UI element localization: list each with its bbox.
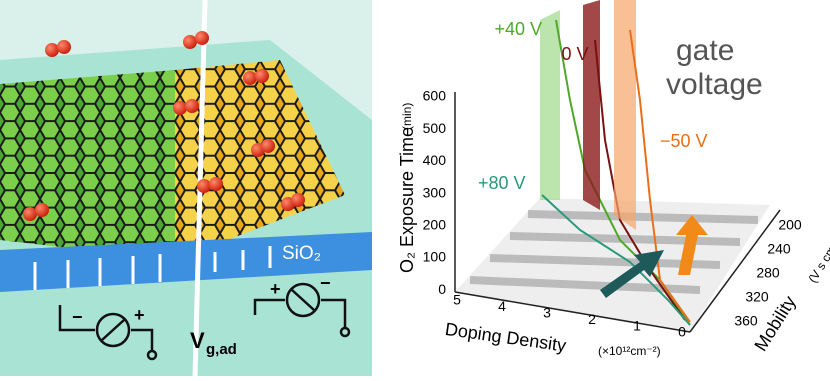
curve-area (540, 10, 560, 200)
arrow (676, 215, 708, 275)
minus-sign: − (320, 273, 331, 293)
curve (594, 39, 686, 321)
arrow (600, 250, 664, 298)
legend-title: voltage (666, 68, 763, 101)
y-tick-label: 500 (423, 120, 447, 136)
x-tick-label: 0 (678, 324, 686, 340)
z-tick-label: 320 (745, 289, 769, 305)
illustration: SiO₂ − + + − V g,ad (0, 0, 372, 377)
oxygen-molecules (23, 31, 305, 221)
z-tick-label: 360 (734, 313, 758, 329)
curve (541, 194, 691, 326)
y-tick-label: 200 (423, 217, 447, 233)
curve-label: −50 V (660, 131, 708, 151)
curve-label: 0 V (561, 44, 588, 64)
y-tick-label: 100 (423, 249, 447, 265)
x-axis (454, 291, 691, 333)
graphene-right (175, 60, 345, 260)
x-tick-label: 5 (453, 292, 461, 308)
z-axis-unit: (V s cm⁻²) (805, 231, 830, 285)
y-axis-title: O₂ Exposure Time (397, 127, 417, 273)
x-tick-label: 3 (543, 305, 551, 321)
y-tick-label: 0 (438, 281, 446, 297)
x-axis-unit: (×10¹²cm⁻²) (598, 344, 661, 358)
x-tick-label: 4 (498, 298, 506, 314)
plot: +40 V 0 V −50 V +80 V gate voltage 60050… (397, 0, 830, 358)
y-tick-label: 400 (423, 152, 447, 168)
gate-subscript: g,ad (206, 341, 237, 358)
legend-title: gate (676, 34, 734, 67)
curve (629, 29, 691, 323)
gate-symbol: V (190, 328, 205, 353)
minus-sign: − (72, 307, 83, 327)
circuit (58, 282, 351, 361)
z-tick-label: 280 (756, 265, 780, 281)
y-tick-label: 600 (423, 88, 447, 104)
curve-area (583, 0, 600, 210)
y-axis-unit: (min) (400, 103, 414, 130)
y-tick-label: 300 (423, 184, 447, 200)
x-tick-label: 1 (633, 317, 641, 333)
x-axis-title: Doping Density (444, 319, 568, 356)
z-axis (689, 209, 781, 333)
z-tick-label: 200 (778, 217, 802, 233)
curve-area (614, 0, 636, 230)
z-tick-label: 240 (767, 241, 791, 257)
plus-sign: + (270, 279, 281, 299)
curve-label: +40 V (494, 19, 542, 39)
curve-label: +80 V (478, 173, 526, 193)
plus-sign: + (134, 305, 145, 325)
oxide-label: SiO₂ (282, 243, 321, 264)
oxide-layer (0, 232, 372, 292)
x-tick-label: 2 (588, 311, 596, 327)
graphene-left (0, 70, 175, 260)
field-arrows (33, 246, 272, 290)
